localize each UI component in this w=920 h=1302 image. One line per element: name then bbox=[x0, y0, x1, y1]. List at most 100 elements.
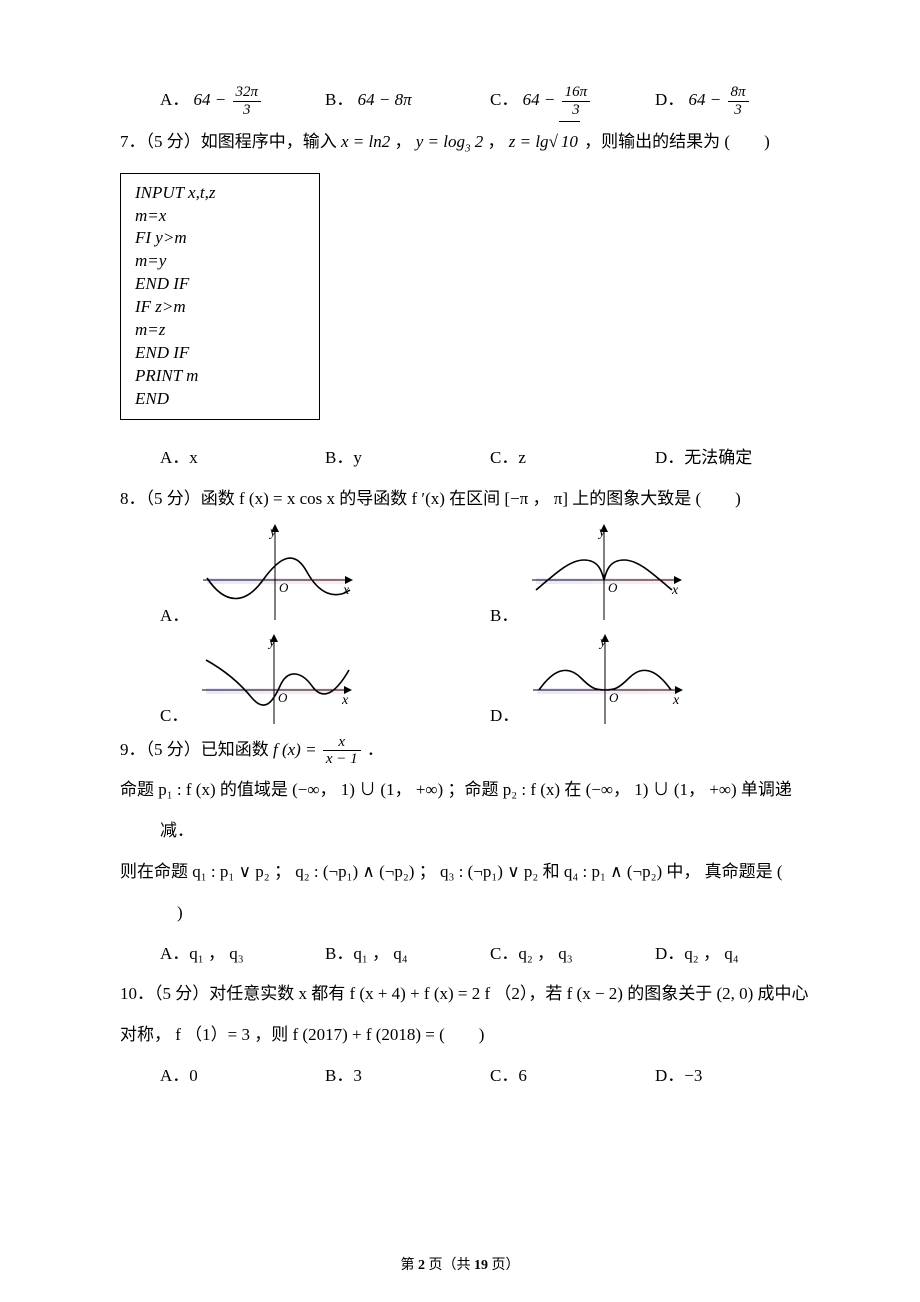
svg-text:y: y bbox=[597, 525, 606, 540]
q10-line2: 对称， f （1）= 3 ，则 f (2017) + f (2018) = ( … bbox=[120, 1015, 820, 1056]
q8-cell-b: B． y x O bbox=[490, 520, 820, 630]
q9-line2b: 减． bbox=[120, 811, 820, 852]
q7-z-rad: 10 bbox=[559, 121, 580, 163]
svg-text:y: y bbox=[598, 635, 607, 650]
q9-opt-d: D．q₂ ， q₄ bbox=[655, 934, 820, 975]
q6-opt-c: C． 64 − 16π 3 bbox=[490, 80, 655, 121]
q9-frac-num: x bbox=[323, 734, 361, 752]
q6-opt-d: D． 64 − 8π 3 bbox=[655, 80, 820, 121]
svg-text:x: x bbox=[672, 693, 680, 708]
q7-sep1: ， bbox=[395, 132, 416, 151]
footer-post: 页） bbox=[488, 1258, 520, 1273]
q7-stem: 7．（5 分）如图程序中，输入 x = ln2 ， y = log3 2 ， z… bbox=[120, 121, 820, 163]
q9-opt-b: B．q₁ ， q₄ bbox=[325, 934, 490, 975]
q10-opt-d: D．−3 bbox=[655, 1056, 820, 1097]
q8-label-c: C． bbox=[160, 701, 188, 726]
q9-line3b: ) bbox=[120, 893, 820, 934]
q6-c-num: 16π bbox=[562, 84, 591, 102]
q6-b-expr: 64 − 8π bbox=[358, 90, 412, 109]
q7-z: z = lg√10 bbox=[509, 132, 584, 151]
q6-d-num: 8π bbox=[728, 84, 749, 102]
q8-cell-d: D． y x O bbox=[490, 630, 820, 730]
q7-code-3: m=y bbox=[135, 250, 305, 273]
q7-opt-a: A．x bbox=[160, 448, 198, 467]
q6-options: A． 64 − 32π 3 B． 64 − 8π C． 64 − 16π 3 D… bbox=[120, 80, 820, 121]
q10-options: A．0 B．3 C．6 D．−3 bbox=[120, 1056, 820, 1097]
q7-sep2: ， bbox=[488, 132, 509, 151]
q7-code-9: END bbox=[135, 388, 305, 411]
svg-text:O: O bbox=[608, 580, 618, 595]
q7-opt-b: B．y bbox=[325, 448, 362, 467]
q7-opt-c-text: C．z bbox=[490, 448, 526, 467]
axis-origin: O bbox=[279, 580, 289, 595]
q9-frac: x x − 1 bbox=[323, 734, 361, 768]
q8-label-d: D． bbox=[490, 701, 519, 726]
q6-a-num: 32π bbox=[233, 84, 262, 102]
q6-d-frac: 8π 3 bbox=[728, 84, 749, 118]
q7-opt-c: C．z bbox=[490, 448, 526, 467]
svg-text:x: x bbox=[671, 583, 679, 598]
q7-code-8: PRINT m bbox=[135, 365, 305, 388]
q9-frac-den: x − 1 bbox=[323, 751, 361, 768]
svg-text:O: O bbox=[278, 690, 288, 705]
footer-cur: 2 bbox=[418, 1258, 425, 1273]
q10-opt-c: C．6 bbox=[490, 1056, 655, 1097]
q7-code-1: m=x bbox=[135, 205, 305, 228]
q7-opt-b-text: B．y bbox=[325, 448, 362, 467]
q7-stem-pre: 7．（5 分）如图程序中，输入 bbox=[120, 132, 341, 151]
q7-options: A．x B．y C．z D．无法确定 bbox=[120, 438, 820, 479]
q8-graph-d: y x O bbox=[525, 630, 685, 730]
q10-line1: 10．（5 分）对任意实数 x 都有 f (x + 4) + f (x) = 2… bbox=[120, 974, 820, 1015]
q8-row-2: C． y x O D． y x O bbox=[120, 630, 820, 730]
q9-stem-post: ． bbox=[367, 740, 384, 759]
q7-opt-d-text: D．无法确定 bbox=[655, 448, 752, 467]
q8-graph-b: y x O bbox=[524, 520, 684, 630]
q7-z-pre: z = lg bbox=[509, 132, 549, 151]
footer-mid: 页（共 bbox=[425, 1258, 474, 1273]
svg-text:O: O bbox=[609, 690, 619, 705]
page-footer: 第 2 页（共 19 页） bbox=[0, 1254, 920, 1274]
q7-stem-tail: ，则输出的结果为 ( ) bbox=[584, 132, 770, 151]
q8-label-b: B． bbox=[490, 601, 518, 626]
q9-stem-pre: 9．（5 分）已知函数 bbox=[120, 740, 273, 759]
q7-y-pre: y = log bbox=[416, 132, 465, 151]
q10-opt-b: B．3 bbox=[325, 1056, 490, 1097]
q6-a-prefix: A． bbox=[160, 90, 189, 109]
axis-y-label: y bbox=[268, 525, 277, 540]
q7-code-5: IF z>m bbox=[135, 296, 305, 319]
q6-c-expr: 64 − bbox=[523, 90, 556, 109]
q6-a-frac: 32π 3 bbox=[233, 84, 262, 118]
q7-code-7: END IF bbox=[135, 342, 305, 365]
q9-line2: 命题 p₁ : f (x) 的值域是 (−∞， 1) ∪ (1， +∞) ；命题… bbox=[120, 770, 820, 811]
q7-y: y = log3 2 bbox=[416, 132, 488, 151]
q9-opt-c: C．q₂ ， q₃ bbox=[490, 934, 655, 975]
q7-code-box: INPUT x,t,z m=x FI y>m m=y END IF IF z>m… bbox=[120, 173, 320, 420]
footer-total: 19 bbox=[474, 1258, 488, 1273]
q8-cell-c: C． y x O bbox=[160, 630, 490, 730]
q6-opt-a: A． 64 − 32π 3 bbox=[160, 80, 325, 121]
q6-d-expr: 64 − bbox=[689, 90, 722, 109]
q10-opt-a: A．0 bbox=[160, 1056, 325, 1097]
q6-c-den: 3 bbox=[562, 102, 591, 119]
q9-f-pre: f (x) = bbox=[273, 740, 321, 759]
svg-text:x: x bbox=[341, 693, 349, 708]
q6-b-prefix: B． bbox=[325, 90, 353, 109]
q8-label-a: A． bbox=[160, 601, 189, 626]
q6-d-prefix: D． bbox=[655, 90, 684, 109]
footer-pre: 第 bbox=[401, 1258, 419, 1273]
q9-line3: 则在命题 q₁ : p₁ ∨ p₂ ； q₂ : (¬p₁) ∧ (¬p₂) ；… bbox=[120, 852, 820, 893]
q7-y-post: 2 bbox=[471, 132, 484, 151]
q6-c-prefix: C． bbox=[490, 90, 518, 109]
q8-row-1: A． y x O B． y x bbox=[120, 520, 820, 630]
q6-d-den: 3 bbox=[728, 102, 749, 119]
q7-code-6: m=z bbox=[135, 319, 305, 342]
q6-opt-b: B． 64 − 8π bbox=[325, 80, 490, 121]
q7-code-0: INPUT x,t,z bbox=[135, 182, 305, 205]
q6-a-expr: 64 − bbox=[194, 90, 227, 109]
q6-c-frac: 16π 3 bbox=[562, 84, 591, 118]
q8-cell-a: A． y x O bbox=[160, 520, 490, 630]
q7-code-2: FI y>m bbox=[135, 227, 305, 250]
q9-stem: 9．（5 分）已知函数 f (x) = x x − 1 ． bbox=[120, 730, 820, 771]
q7-code-4: END IF bbox=[135, 273, 305, 296]
q8-graph-a: y x O bbox=[195, 520, 355, 630]
